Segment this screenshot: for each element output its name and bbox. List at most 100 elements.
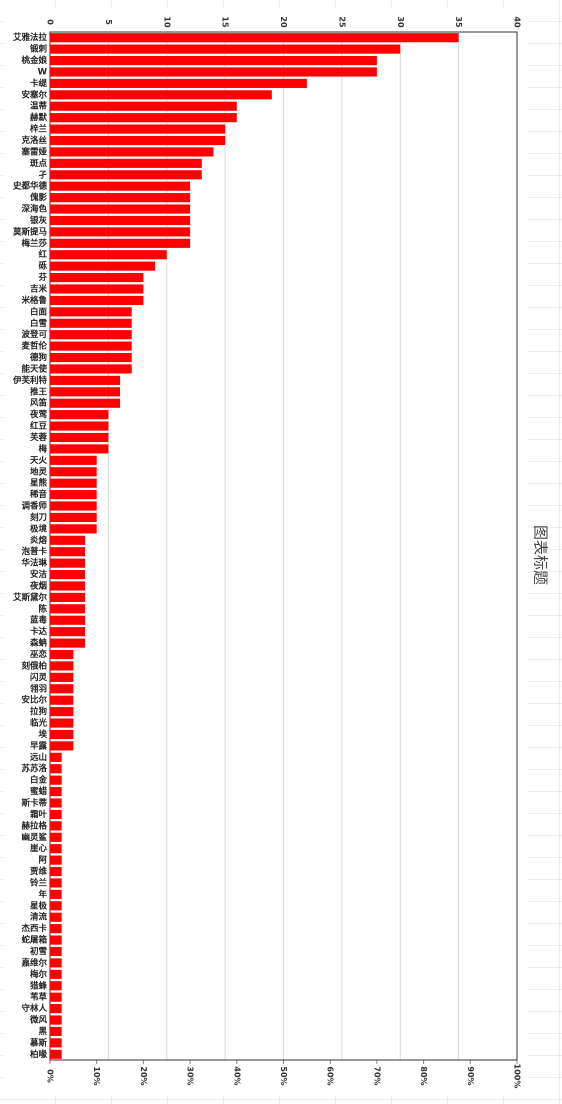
bar bbox=[50, 569, 86, 580]
y-tick-label: 傀影 bbox=[30, 192, 48, 203]
bar bbox=[50, 295, 144, 305]
bar bbox=[50, 398, 121, 408]
bar bbox=[50, 307, 132, 317]
y-tick-label: 刻刀 bbox=[30, 512, 47, 523]
y-tick-label: 波登可 bbox=[21, 329, 47, 340]
y-tick-label: 森蚺 bbox=[30, 638, 48, 649]
y-tick-label: 卡缇 bbox=[30, 78, 48, 89]
y-tick-label: 嘉维尔 bbox=[20, 957, 47, 968]
y-tick-label: 地灵 bbox=[30, 466, 48, 477]
bar bbox=[50, 490, 97, 500]
bar bbox=[50, 512, 97, 523]
y-tick-label: 清流 bbox=[30, 912, 48, 923]
bar bbox=[50, 707, 74, 717]
x2-tick-label: 20% bbox=[139, 1066, 148, 1085]
y-tick-label: 泡普卡 bbox=[21, 546, 47, 557]
bar bbox=[50, 718, 74, 728]
bar bbox=[50, 924, 62, 934]
bar bbox=[50, 764, 62, 774]
bar bbox=[50, 855, 62, 865]
bar bbox=[50, 729, 74, 740]
y-tick-label: 斯卡蒂 bbox=[21, 798, 47, 809]
bar bbox=[50, 638, 86, 648]
y-tick-label: 梅尔 bbox=[30, 969, 48, 980]
y-tick-label: W bbox=[38, 67, 48, 77]
y-tick-label: 银灰 bbox=[29, 215, 48, 226]
bar bbox=[50, 775, 62, 785]
bar bbox=[50, 261, 156, 271]
y-tick-label: 阿 bbox=[38, 856, 47, 866]
x2-tick-label: 100% bbox=[513, 1064, 522, 1089]
bar bbox=[50, 478, 97, 488]
y-tick-label: 极境 bbox=[30, 523, 48, 534]
bar bbox=[50, 547, 86, 557]
y-tick-label: 锻刺 bbox=[30, 44, 47, 55]
y-tick-label: 红豆 bbox=[30, 421, 48, 432]
bar bbox=[50, 969, 62, 979]
bar bbox=[50, 273, 144, 283]
bar bbox=[50, 524, 97, 534]
bar bbox=[50, 787, 62, 797]
y-tick-label: 守林人 bbox=[21, 1003, 47, 1014]
bar bbox=[50, 946, 62, 957]
bar bbox=[50, 33, 459, 43]
y-tick-label: 克洛丝 bbox=[21, 135, 47, 146]
y-tick-label: 白金 bbox=[30, 775, 48, 786]
bar bbox=[50, 55, 377, 66]
x2-tick-label: 0% bbox=[46, 1069, 55, 1083]
y-tick-label: 梅兰莎 bbox=[21, 238, 47, 249]
y-tick-label: 德狗 bbox=[30, 352, 48, 363]
bar bbox=[50, 695, 74, 705]
y-tick-label: 温蒂 bbox=[30, 101, 48, 112]
y-tick-label: 米格鲁 bbox=[21, 295, 47, 306]
bar bbox=[50, 432, 109, 443]
bar bbox=[50, 387, 121, 397]
y-tick-label: 孑 bbox=[38, 170, 47, 180]
bar bbox=[50, 284, 144, 294]
y-tick-label: 埃 bbox=[38, 729, 47, 740]
x-tick-label: 40 bbox=[513, 16, 522, 28]
bar bbox=[50, 866, 62, 877]
x2-tick-label: 40% bbox=[232, 1066, 241, 1085]
bar bbox=[50, 992, 62, 1002]
y-tick-label: 推王 bbox=[30, 386, 48, 397]
bar bbox=[50, 467, 97, 477]
y-tick-label: 夜莺 bbox=[29, 409, 48, 420]
y-tick-label: 天火 bbox=[30, 456, 48, 466]
bar bbox=[50, 558, 86, 568]
bar bbox=[50, 250, 167, 260]
bar bbox=[50, 238, 191, 248]
y-tick-label: 初雪 bbox=[30, 946, 48, 957]
x-tick-label: 10 bbox=[162, 16, 171, 28]
bar bbox=[50, 341, 132, 351]
bar bbox=[50, 661, 74, 671]
x-tick-label: 0 bbox=[46, 19, 55, 25]
bar bbox=[50, 78, 307, 88]
bar bbox=[50, 798, 62, 808]
x2-tick-label: 80% bbox=[419, 1066, 428, 1085]
bar bbox=[50, 752, 62, 762]
y-tick-label: 巫恋 bbox=[30, 649, 48, 660]
y-tick-label: 芬 bbox=[37, 272, 47, 283]
x2-tick-label: 70% bbox=[372, 1066, 381, 1085]
y-tick-label: 铃兰 bbox=[30, 877, 48, 888]
y-tick-label: 崖心 bbox=[30, 843, 48, 854]
x2-tick-label: 50% bbox=[279, 1066, 288, 1085]
y-tick-label: 星极 bbox=[30, 900, 48, 911]
y-tick-label: 早露 bbox=[30, 740, 48, 751]
y-tick-label: 白雪 bbox=[30, 318, 48, 329]
x2-tick-label: 10% bbox=[92, 1066, 101, 1085]
bar bbox=[50, 101, 237, 111]
bar bbox=[50, 809, 62, 819]
x2-tick-label: 30% bbox=[186, 1066, 195, 1085]
y-tick-label: 微风 bbox=[29, 1015, 48, 1026]
y-tick-label: 芙蓉 bbox=[29, 432, 48, 443]
bar bbox=[50, 90, 272, 100]
x-tick-label: 20 bbox=[279, 16, 288, 28]
x2-tick-label: 60% bbox=[326, 1066, 335, 1085]
y-tick-label: 临光 bbox=[30, 718, 48, 729]
bar bbox=[50, 581, 86, 591]
bar bbox=[50, 375, 121, 385]
plot-border bbox=[49, 31, 518, 1061]
